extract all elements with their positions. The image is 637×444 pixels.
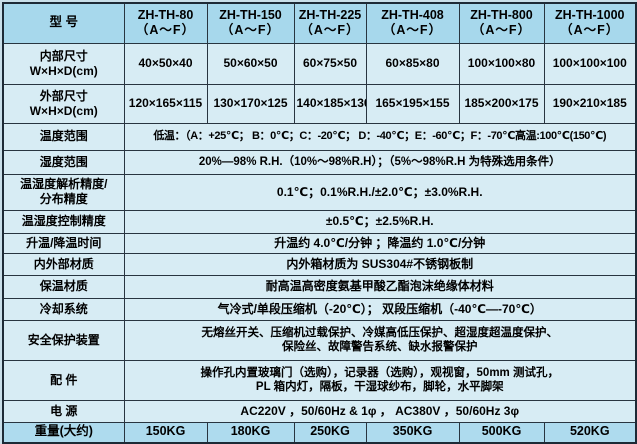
model-name: ZH-TH-1000 bbox=[555, 7, 625, 22]
outer-size-value: 190×210×185 bbox=[543, 83, 637, 124]
model-range: （A～F） bbox=[560, 23, 620, 38]
material-row: 内外部材质 内外箱材质为 SUS304#不锈钢板制 bbox=[2, 252, 637, 276]
weight-value: 150KG bbox=[123, 421, 208, 444]
header-row: 型 号 ZH-TH-80 （A～F） ZH-TH-150 （A～F） ZH-TH… bbox=[2, 2, 637, 44]
temp-range-row: 温度范围 低温：（A：+25℃； B：0℃；C：-20℃； D：-40℃；E：-… bbox=[2, 122, 637, 151]
model-column-label: 型 号 bbox=[2, 2, 125, 44]
safety-row: 安全保护装置 无熔丝开关、压缩机过载保护、冷媒高低压保护、超湿度超温度保护、 保… bbox=[2, 319, 637, 361]
resolution-value: 0.1℃；0.1%R.H./±2.0℃；±3.0%R.H. bbox=[123, 173, 637, 211]
weight-row: 重量(大约) 150KG 180KG 250KG 350KG 500KG 520… bbox=[2, 421, 637, 444]
inner-size-value: 100×100×100 bbox=[543, 42, 637, 85]
model-range: （A～F） bbox=[300, 23, 360, 38]
ramp-time-row: 升温/降温时间 升温约 4.0℃/分钟 ；降温约 1.0℃/分钟 bbox=[2, 232, 637, 254]
row-label-resolution: 温湿度解析精度/ 分布精度 bbox=[2, 173, 125, 211]
weight-value: 520KG bbox=[543, 421, 637, 444]
ramp-time-value: 升温约 4.0℃/分钟 ；降温约 1.0℃/分钟 bbox=[123, 232, 637, 254]
model-name: ZH-TH-225 bbox=[298, 7, 362, 22]
model-range: （A～F） bbox=[135, 23, 196, 38]
inner-size-row: 内部尺寸 W×H×D(cm) 40×50×40 50×60×50 60×75×5… bbox=[2, 42, 637, 85]
row-label-humidity-range: 湿度范围 bbox=[2, 149, 125, 175]
model-header-cell: ZH-TH-150 （A～F） bbox=[206, 2, 295, 44]
humidity-range-value: 20%—98% R.H.（10%～98%R.H）；（5%～98%R.H 为特殊选… bbox=[123, 149, 637, 175]
row-label-material: 内外部材质 bbox=[2, 252, 125, 276]
control-accuracy-value: ±0.5℃；±2.5%R.H. bbox=[123, 209, 637, 234]
material-value: 内外箱材质为 SUS304#不锈钢板制 bbox=[123, 252, 637, 276]
cooling-value: 气冷式/单段压缩机（-20℃）； 双段压缩机（-40℃—-70℃） bbox=[123, 297, 637, 321]
outer-size-value: 130×170×125 bbox=[206, 83, 295, 124]
power-value: AC220V ，50/60Hz & 1φ ， AC380V ，50/60Hz 3… bbox=[123, 399, 637, 423]
model-name: ZH-TH-150 bbox=[219, 7, 282, 22]
row-label-insulation: 保温材质 bbox=[2, 274, 125, 299]
power-row: 电 源 AC220V ，50/60Hz & 1φ ， AC380V ，50/60… bbox=[2, 399, 637, 423]
model-range: （A～F） bbox=[382, 23, 443, 38]
weight-value: 500KG bbox=[458, 421, 545, 444]
outer-size-value: 120×165×115 bbox=[123, 83, 208, 124]
safety-value: 无熔丝开关、压缩机过载保护、冷媒高低压保护、超湿度超温度保护、 保险丝、故障警告… bbox=[123, 319, 637, 361]
row-label-power: 电 源 bbox=[2, 399, 125, 423]
inner-size-value: 60×85×80 bbox=[365, 42, 460, 85]
weight-value: 180KG bbox=[206, 421, 295, 444]
outer-size-value: 165×195×155 bbox=[365, 83, 460, 124]
model-header-cell: ZH-TH-1000 （A～F） bbox=[543, 2, 637, 44]
row-label-inner-size: 内部尺寸 W×H×D(cm) bbox=[2, 42, 125, 85]
outer-size-value: 185×200×175 bbox=[458, 83, 545, 124]
cooling-row: 冷却系统 气冷式/单段压缩机（-20℃）； 双段压缩机（-40℃—-70℃） bbox=[2, 297, 637, 321]
row-label-safety: 安全保护装置 bbox=[2, 319, 125, 361]
row-label-accessories: 配 件 bbox=[2, 359, 125, 401]
inner-size-value: 60×75×50 bbox=[293, 42, 367, 85]
row-label-cooling: 冷却系统 bbox=[2, 297, 125, 321]
weight-value: 350KG bbox=[365, 421, 460, 444]
model-name: ZH-TH-80 bbox=[137, 7, 194, 22]
outer-size-value: 140×185×130 bbox=[293, 83, 367, 124]
model-range: （A～F） bbox=[220, 23, 281, 38]
control-accuracy-row: 温湿度控制精度 ±0.5℃；±2.5%R.H. bbox=[2, 209, 637, 234]
accessories-value: 操作孔内置玻璃门（选购），记录器（选购），观视窗，50mm 测试孔， PL 箱内… bbox=[123, 359, 637, 401]
inner-size-value: 100×100×80 bbox=[458, 42, 545, 85]
model-range: （A～F） bbox=[471, 23, 532, 38]
model-header-cell: ZH-TH-225 （A～F） bbox=[293, 2, 367, 44]
inner-size-value: 40×50×40 bbox=[123, 42, 208, 85]
model-name: ZH-TH-408 bbox=[381, 7, 444, 22]
humidity-range-row: 湿度范围 20%—98% R.H.（10%～98%R.H）；（5%～98%R.H… bbox=[2, 149, 637, 175]
weight-value: 250KG bbox=[293, 421, 367, 444]
model-header-cell: ZH-TH-408 （A～F） bbox=[365, 2, 460, 44]
accessories-row: 配 件 操作孔内置玻璃门（选购），记录器（选购），观视窗，50mm 测试孔， P… bbox=[2, 359, 637, 401]
resolution-row: 温湿度解析精度/ 分布精度 0.1℃；0.1%R.H./±2.0℃；±3.0%R… bbox=[2, 173, 637, 211]
temp-range-value: 低温：（A：+25℃； B：0℃；C：-20℃； D：-40℃；E：-60℃；F… bbox=[123, 122, 637, 151]
model-header-cell: ZH-TH-800 （A～F） bbox=[458, 2, 545, 44]
row-label-weight: 重量(大约) bbox=[2, 421, 125, 444]
insulation-row: 保温材质 耐高温高密度氨基甲酸乙酯泡沫绝缘体材料 bbox=[2, 274, 637, 299]
row-label-outer-size: 外部尺寸 W×H×D(cm) bbox=[2, 83, 125, 124]
model-name: ZH-TH-800 bbox=[470, 7, 533, 22]
inner-size-value: 50×60×50 bbox=[206, 42, 295, 85]
row-label-control-accuracy: 温湿度控制精度 bbox=[2, 209, 125, 234]
insulation-value: 耐高温高密度氨基甲酸乙酯泡沫绝缘体材料 bbox=[123, 274, 637, 299]
row-label-temp-range: 温度范围 bbox=[2, 122, 125, 151]
row-label-ramp-time: 升温/降温时间 bbox=[2, 232, 125, 254]
outer-size-row: 外部尺寸 W×H×D(cm) 120×165×115 130×170×125 1… bbox=[2, 83, 637, 124]
model-header-cell: ZH-TH-80 （A～F） bbox=[123, 2, 208, 44]
